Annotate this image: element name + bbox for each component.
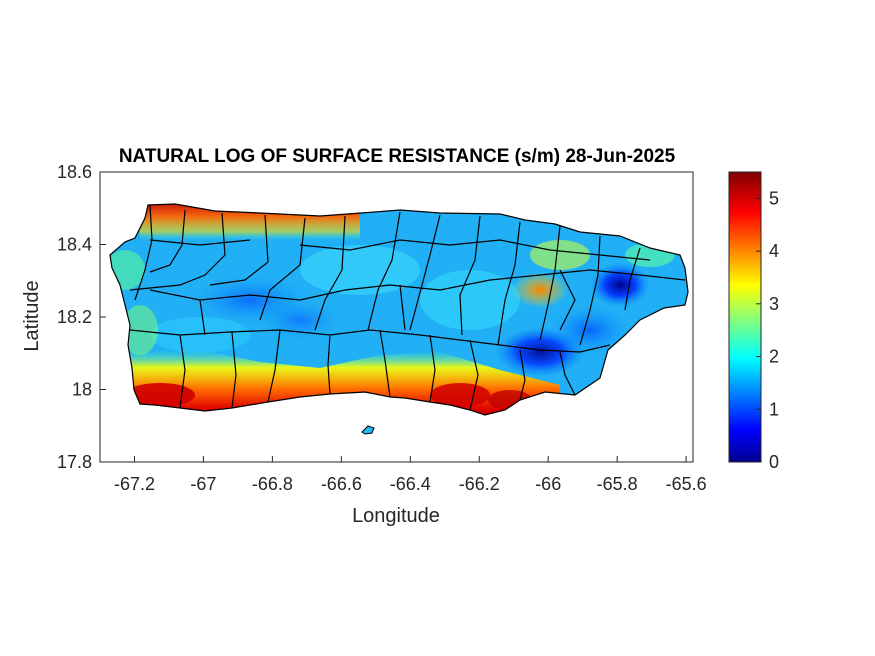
colorbar-ticks: 0 1 2 3 4 5	[756, 188, 779, 472]
x-tick-label: -66	[535, 474, 561, 494]
x-tick-label: -67.2	[114, 474, 155, 494]
x-axis-label: Longitude	[352, 505, 440, 527]
x-tick-label: -66.6	[321, 474, 362, 494]
y-tick-label: 18	[72, 380, 92, 400]
y-tick-label: 18.4	[57, 235, 92, 255]
municipal-boundaries	[109, 203, 689, 416]
y-axis-label: Latitude	[21, 280, 43, 351]
y-tick-label: 18.2	[57, 307, 92, 327]
x-axis-ticks: -67.2 -67 -66.8 -66.6 -66.4 -66.2 -66 -65.8 -65.…	[114, 456, 707, 494]
map-title: NATURAL LOG OF SURFACE RESISTANCE (s/m) …	[119, 146, 676, 167]
offshore-island	[361, 425, 375, 435]
colorbar-tick-label: 5	[769, 188, 779, 208]
colorbar	[728, 171, 762, 463]
y-tick-label: 17.8	[57, 452, 92, 472]
y-tick-label: 18.6	[57, 162, 92, 182]
colorbar-tick-label: 3	[769, 294, 779, 314]
y-axis-ticks: 17.8 18 18.2 18.4 18.6	[57, 162, 106, 472]
x-tick-label: -65.8	[597, 474, 638, 494]
x-tick-label: -66.2	[459, 474, 500, 494]
resistance-field	[110, 204, 688, 415]
colorbar-tick-label: 4	[769, 241, 779, 261]
colorbar-tick-label: 0	[769, 452, 779, 472]
x-tick-label: -66.8	[252, 474, 293, 494]
x-tick-label: -67	[190, 474, 216, 494]
colorbar-tick-label: 2	[769, 347, 779, 367]
x-tick-label: -66.4	[390, 474, 431, 494]
colorbar-tick-label: 1	[769, 399, 779, 419]
x-tick-label: -65.6	[666, 474, 707, 494]
